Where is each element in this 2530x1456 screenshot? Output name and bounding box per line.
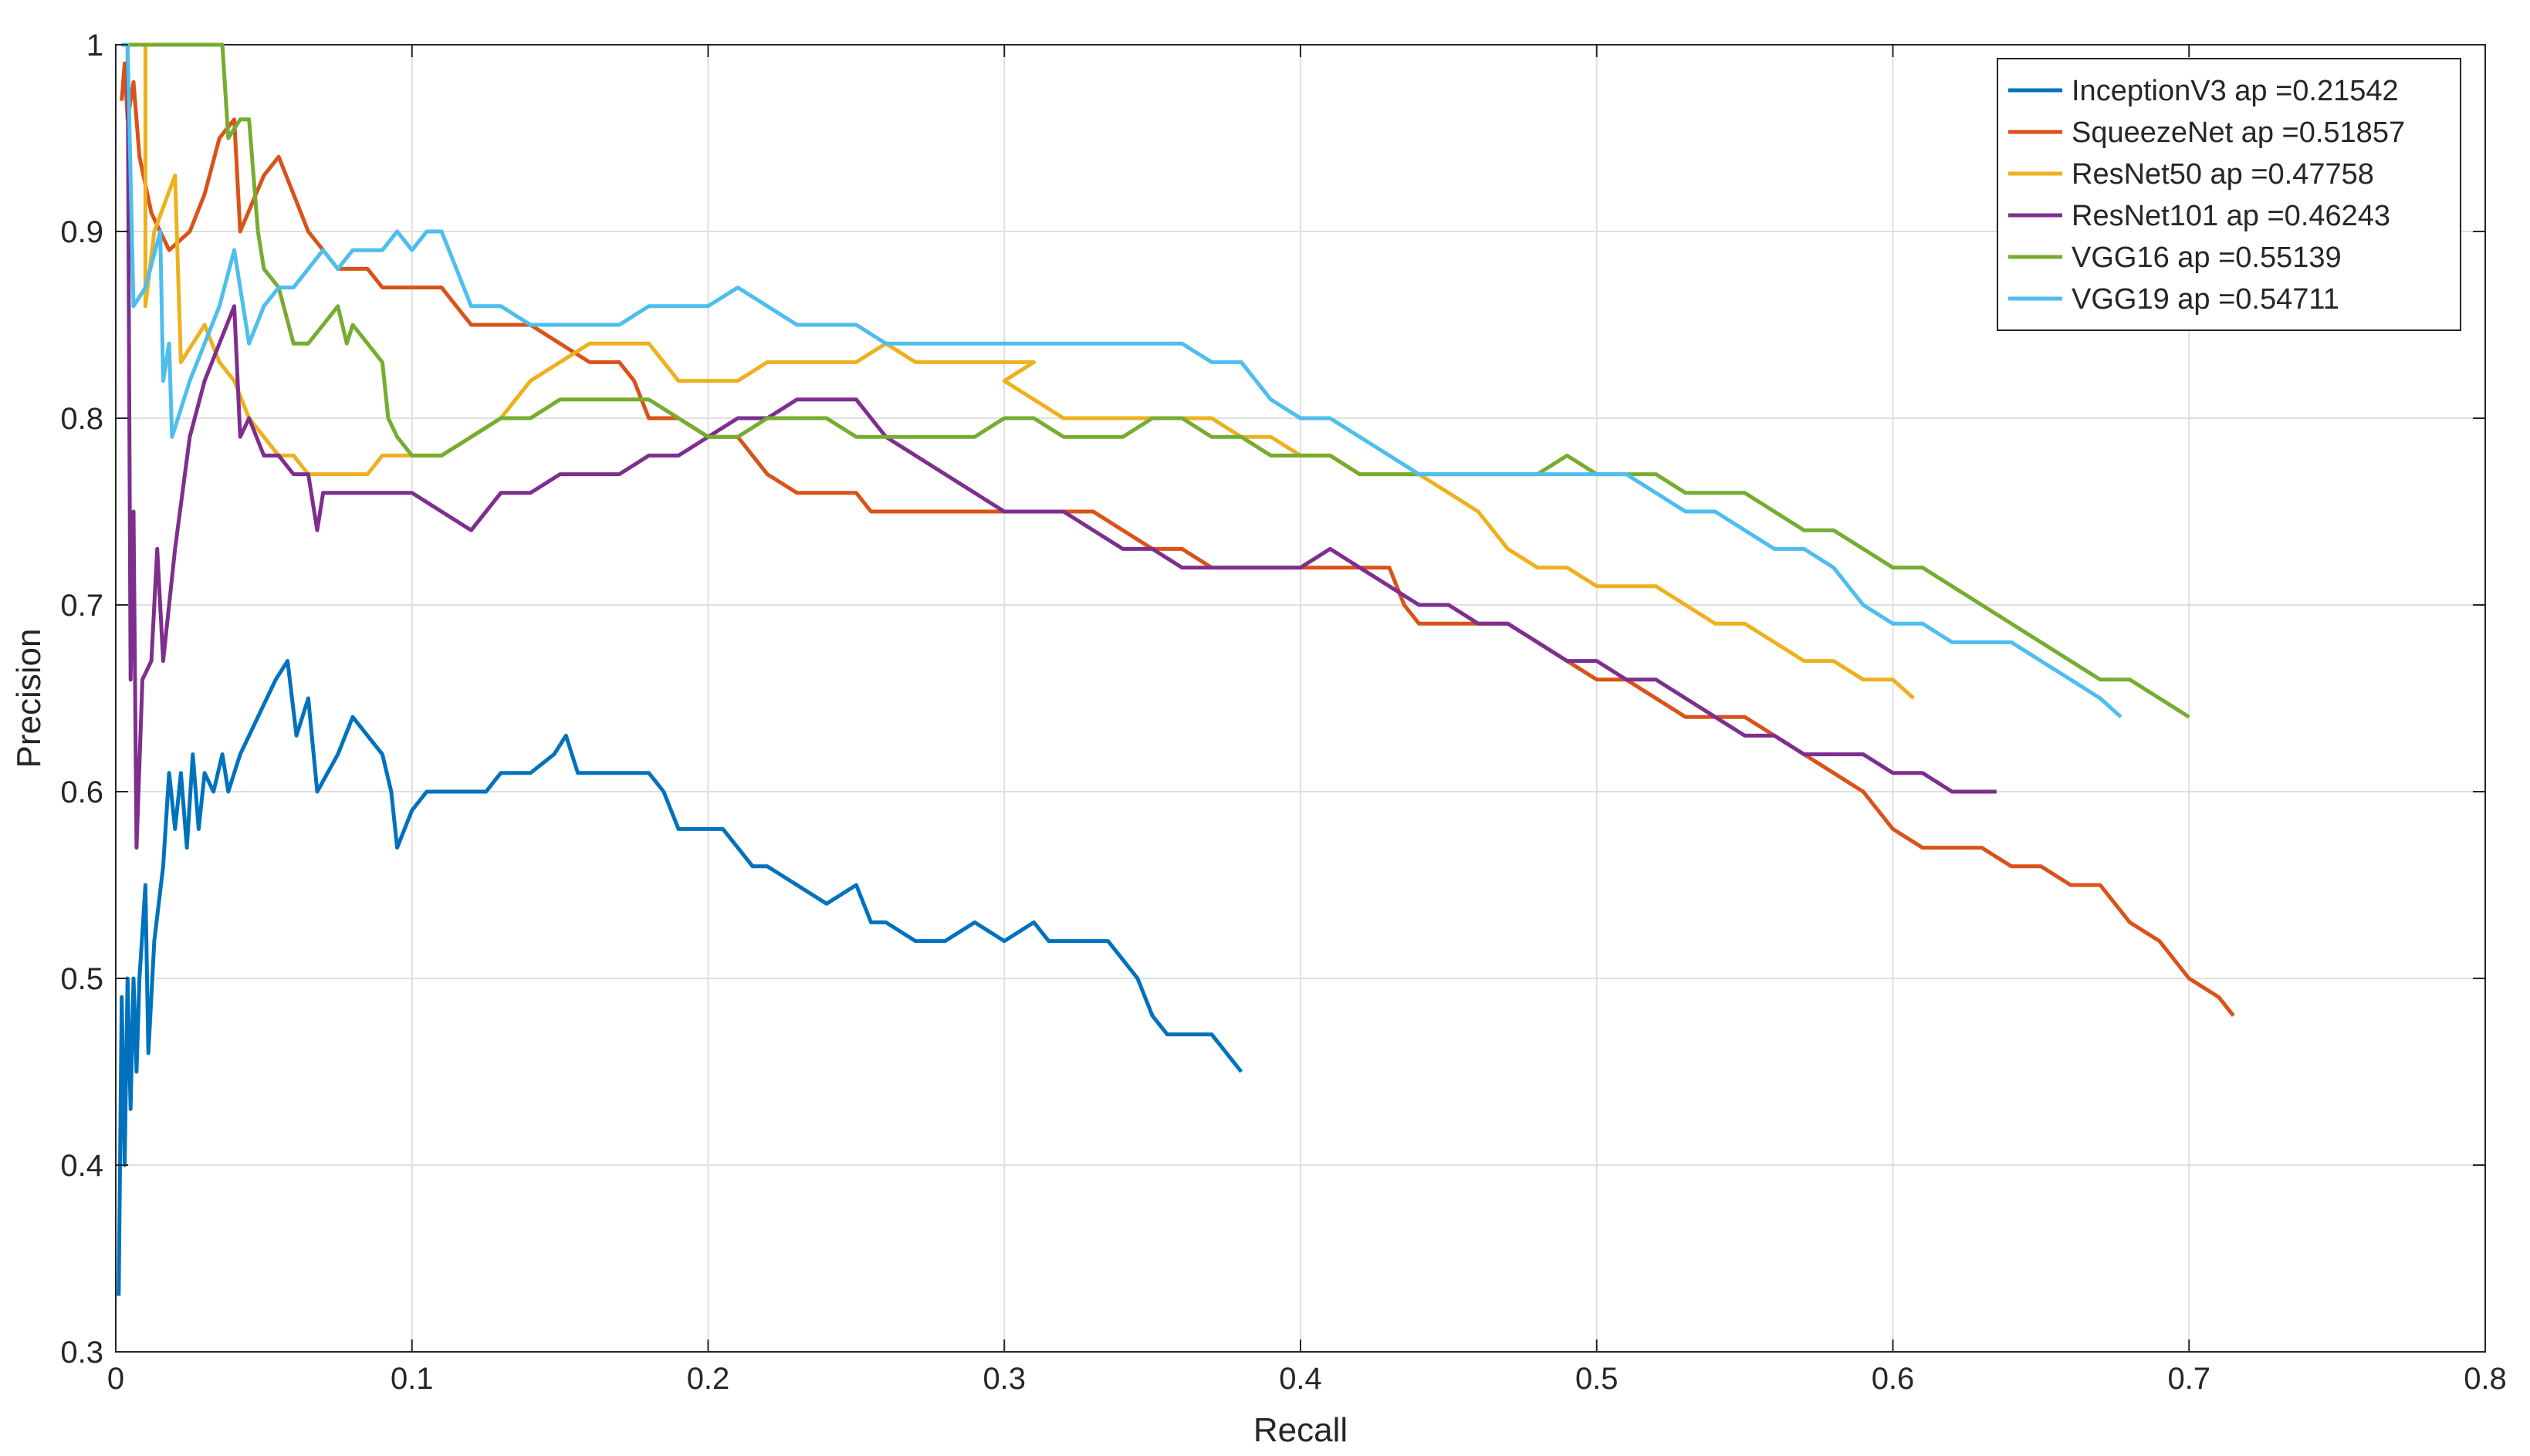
x-tick-label: 0.6 <box>1872 1362 1915 1396</box>
x-tick-label: 0.1 <box>391 1362 434 1396</box>
x-tick-label: 0.2 <box>687 1362 730 1396</box>
y-tick-label: 0.6 <box>60 775 103 809</box>
legend-label: InceptionV3 ap =0.21542 <box>2072 75 2399 107</box>
series-line-6 <box>121 42 2122 719</box>
series-line-4 <box>121 42 1997 850</box>
series-line-3 <box>121 42 1916 700</box>
x-tick-label: 0.8 <box>2464 1362 2507 1396</box>
y-tick-label: 1 <box>86 29 103 62</box>
legend-label: SqueezeNet ap =0.51857 <box>2072 117 2405 149</box>
x-axis-title: Recall <box>1253 1411 1348 1449</box>
y-tick-label: 0.7 <box>60 589 103 623</box>
grid-lines <box>116 45 2485 1352</box>
legend-box <box>1997 58 2461 331</box>
legend-label: ResNet50 ap =0.47758 <box>2072 158 2374 191</box>
legend: InceptionV3 ap =0.21542 SqueezeNet ap =0.… <box>1997 58 2461 331</box>
legend-label: ResNet101 ap =0.46243 <box>2072 200 2390 232</box>
y-axis-title: Precision <box>10 629 48 769</box>
y-tick-label: 0.3 <box>60 1336 103 1370</box>
y-tick-label: 0.4 <box>60 1149 103 1183</box>
y-tick-label: 0.8 <box>60 402 103 436</box>
series-line-1 <box>117 659 1243 1296</box>
y-tick-label: 0.5 <box>60 962 103 996</box>
legend-label: VGG19 ap =0.54711 <box>2072 283 2339 316</box>
x-tick-label: 0.4 <box>1279 1362 1322 1396</box>
x-tick-label: 0 <box>107 1362 124 1396</box>
x-tick-label: 0.3 <box>983 1362 1026 1396</box>
legend-label: VGG16 ap =0.55139 <box>2072 242 2342 274</box>
series-line-2 <box>120 61 2235 1017</box>
x-tick-label: 0.5 <box>1575 1362 1618 1396</box>
y-tick-label: 0.9 <box>60 215 103 249</box>
axis-ticks: 0 0.1 0.2 0.3 0.4 0.5 0.6 0.7 0.8 0.3 0.4 0.5 0.6 0.7… <box>60 29 2506 1396</box>
series-lines <box>117 42 2235 1296</box>
x-tick-label: 0.7 <box>2167 1362 2210 1396</box>
series-line-5 <box>121 42 2190 719</box>
